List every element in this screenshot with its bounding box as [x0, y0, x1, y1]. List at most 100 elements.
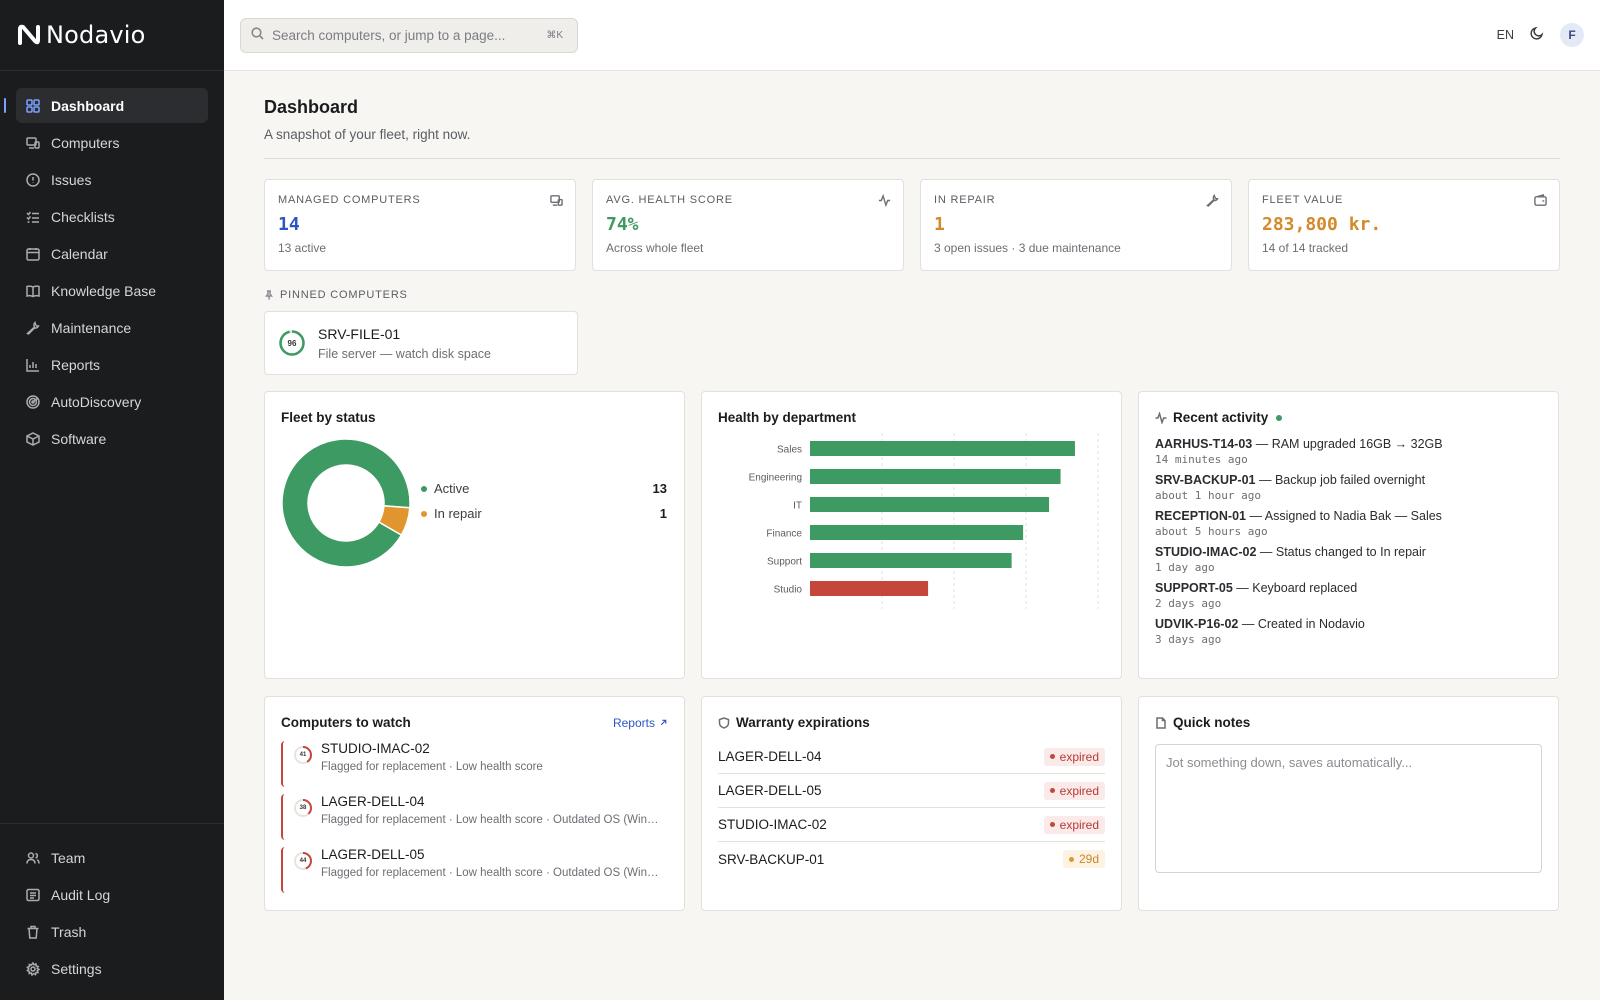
gear-icon — [26, 961, 40, 976]
watch-item-text: STUDIO-IMAC-02 Flagged for replacement · … — [321, 741, 661, 773]
sidebar-item-dashboard[interactable]: Dashboard — [4, 88, 208, 123]
activity-description: — Created in Nodavio — [1238, 617, 1365, 631]
warranty-row[interactable]: STUDIO-IMAC-02 expired — [718, 808, 1105, 842]
stat-card-managed-computers: MANAGED COMPUTERS 14 13 active — [264, 179, 576, 271]
chart-bar-studio[interactable] — [810, 581, 929, 596]
activity-text: SUPPORT-05 — Keyboard replaced — [1155, 581, 1542, 595]
panel-title-text: Warranty expirations — [736, 715, 870, 730]
warranty-row[interactable]: SRV-BACKUP-01 29d — [718, 842, 1105, 876]
search-box[interactable]: ⌘K — [240, 18, 578, 53]
donut-slice-in-repair[interactable] — [376, 496, 416, 537]
activity-text: AARHUS-T14-03 — RAM upgraded 16GB → 32GB — [1155, 437, 1542, 451]
activity-description: — Keyboard replaced — [1232, 581, 1358, 595]
sidebar-item-checklists[interactable]: Checklists — [16, 199, 208, 234]
activity-item[interactable]: UDVIK-P16-02 — Created in Nodavio 3 days … — [1155, 617, 1542, 646]
warranty-row[interactable]: LAGER-DELL-05 expired — [718, 774, 1105, 808]
sidebar-item-reports[interactable]: Reports — [16, 347, 208, 382]
chart-category-label: Sales — [777, 445, 802, 456]
quick-notes-panel: Quick notes — [1138, 696, 1559, 911]
topbar-actions: EN F — [1497, 23, 1584, 47]
app-logo[interactable]: Nodavio — [0, 0, 224, 71]
watch-item[interactable]: 41 STUDIO-IMAC-02 Flagged for replacement … — [281, 741, 668, 787]
sidebar-item-audit-log[interactable]: Audit Log — [16, 877, 208, 912]
legend-label: In repair — [434, 506, 482, 521]
activity-description: — Status changed to In repair — [1256, 545, 1426, 559]
sidebar-item-knowledge-base[interactable]: Knowledge Base — [16, 273, 208, 308]
shield-icon — [718, 716, 730, 729]
user-avatar[interactable]: F — [1560, 23, 1584, 47]
chart-bar-sales[interactable] — [810, 441, 1075, 456]
stat-sub: 14 of 14 tracked — [1262, 241, 1349, 255]
warranty-list: LAGER-DELL-04 expired LAGER-DELL-05 expired… — [718, 740, 1105, 876]
pinned-computer-card[interactable]: 96 SRV-FILE-01 File server — watch disk … — [264, 311, 578, 375]
chart-category-label: IT — [793, 501, 802, 512]
watch-flags: Flagged for replacement · Low health sco… — [321, 867, 661, 879]
warranty-row[interactable]: LAGER-DELL-04 expired — [718, 740, 1105, 774]
activity-timestamp: 3 days ago — [1155, 633, 1222, 646]
sidebar-item-issues[interactable]: Issues — [16, 162, 208, 197]
stat-card-fleet-value: FLEET VALUE 283,800 kr. 14 of 14 tracked — [1248, 179, 1560, 271]
sidebar-item-maintenance[interactable]: Maintenance — [16, 310, 208, 345]
panel-title: Recent activity — [1155, 410, 1542, 425]
fleet-status-donut — [259, 416, 434, 591]
computer-icon — [550, 194, 563, 212]
app-name: Nodavio — [46, 21, 146, 49]
health-score-value: 44 — [299, 858, 307, 864]
language-switcher[interactable]: EN — [1496, 28, 1514, 42]
watch-item[interactable]: 38 LAGER-DELL-04 Flagged for replacement ·… — [281, 794, 668, 840]
quick-notes-textarea[interactable] — [1155, 744, 1542, 873]
stat-sub: 3 open issues · 3 due maintenance — [934, 241, 1121, 255]
sidebar-item-autodiscovery[interactable]: AutoDiscovery — [16, 384, 208, 419]
sidebar-item-calendar[interactable]: Calendar — [16, 236, 208, 271]
search-input[interactable] — [272, 28, 542, 43]
stat-value: 1 — [934, 214, 945, 235]
activity-item[interactable]: STUDIO-IMAC-02 — Status changed to In re… — [1155, 545, 1542, 574]
sidebar-item-label: Computers — [51, 134, 120, 151]
logo-mark-icon — [18, 24, 40, 45]
warranty-status-badge: 29d — [1062, 850, 1105, 868]
sidebar-item-trash[interactable]: Trash — [16, 914, 208, 949]
page-subtitle: A snapshot of your fleet, right now. — [264, 127, 471, 142]
sidebar-item-label: Software — [51, 430, 107, 447]
legend-label: Active — [434, 481, 470, 496]
stat-value: 283,800 kr. — [1262, 214, 1382, 235]
warranty-computer-name: LAGER-DELL-05 — [718, 783, 822, 798]
sidebar-item-software[interactable]: Software — [16, 421, 208, 456]
main-content: Dashboard A snapshot of your fleet, righ… — [264, 71, 1560, 911]
legend-dot — [421, 485, 427, 492]
activity-text: RECEPTION-01 — Assigned to Nadia Bak — S… — [1155, 509, 1542, 523]
stat-card-in-repair: IN REPAIR 1 3 open issues · 3 due mainte… — [920, 179, 1232, 271]
pinned-section-label: PINNED COMPUTERS — [264, 289, 1560, 301]
stat-sub: Across whole fleet — [606, 241, 704, 255]
header-divider — [264, 158, 1560, 159]
chart-bar-support[interactable] — [810, 553, 1012, 568]
sidebar-item-settings[interactable]: Settings — [16, 951, 208, 986]
sidebar-item-computers[interactable]: Computers — [16, 125, 208, 160]
activity-timestamp: 2 days ago — [1155, 597, 1222, 610]
chart-bar-it[interactable] — [810, 497, 1050, 512]
chart-bar-engineering[interactable] — [810, 469, 1061, 484]
activity-item[interactable]: SUPPORT-05 — Keyboard replaced 2 days ago — [1155, 581, 1542, 610]
panel-title: Quick notes — [1139, 715, 1558, 730]
warranty-status-badge: expired — [1043, 747, 1105, 766]
activity-item[interactable]: AARHUS-T14-03 — RAM upgraded 16GB → 32GB… — [1155, 437, 1542, 466]
reports-link[interactable]: Reports — [613, 716, 668, 730]
search-icon — [251, 26, 264, 45]
panel-title: Health by department — [718, 410, 857, 425]
sidebar-item-team[interactable]: Team — [16, 840, 208, 875]
sidebar-item-label: Reports — [51, 356, 101, 373]
users-icon — [26, 851, 40, 865]
chart-bar-finance[interactable] — [810, 525, 1024, 540]
package-icon — [26, 431, 40, 446]
theme-toggle-moon-icon[interactable] — [1530, 26, 1544, 45]
activity-computer-name: SRV-BACKUP-01 — [1155, 473, 1256, 487]
grid-icon — [26, 98, 40, 113]
donut-slice-active[interactable] — [259, 416, 434, 591]
radar-icon — [26, 394, 40, 409]
warranty-status-badge: expired — [1043, 815, 1105, 834]
pinned-computer-note: File server — watch disk space — [318, 346, 491, 361]
watch-item[interactable]: 44 LAGER-DELL-05 Flagged for replacement ·… — [281, 847, 668, 893]
activity-item[interactable]: SRV-BACKUP-01 — Backup job failed overni… — [1155, 473, 1542, 502]
activity-item[interactable]: RECEPTION-01 — Assigned to Nadia Bak — S… — [1155, 509, 1542, 538]
activity-timestamp: about 5 hours ago — [1155, 525, 1268, 538]
